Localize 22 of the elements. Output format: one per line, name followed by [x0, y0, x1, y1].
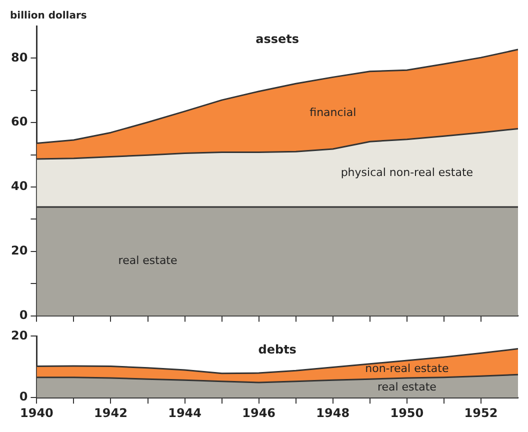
y-tick-label: 20	[10, 244, 28, 258]
y-tick-label: 0	[19, 308, 28, 322]
y-tick-label: 60	[10, 114, 28, 129]
x-tick-label: 1942	[94, 406, 128, 420]
y-tick-label: 80	[10, 50, 28, 64]
series-label: financial	[310, 106, 356, 119]
x-tick-label: 1940	[20, 406, 54, 420]
x-tick-label: 1952	[464, 406, 498, 420]
series-label: real estate	[377, 380, 437, 394]
x-tick-label: 1950	[390, 406, 424, 420]
series-label: physical non-real estate	[340, 166, 474, 180]
text: debts	[258, 342, 296, 356]
y-tick-label: 0	[19, 390, 28, 404]
y-tick-label: 20	[10, 328, 28, 342]
x-tick-label: 1944	[168, 406, 202, 420]
x-tick-label: 1946	[242, 406, 276, 420]
y-axis-title: billion dollars	[10, 10, 87, 22]
series-label: real estate	[118, 254, 178, 268]
x-tick-label: 1948	[316, 406, 350, 420]
text: assets	[256, 32, 300, 46]
series-label: non-real estate	[365, 362, 449, 376]
y-tick-label: 40	[10, 179, 28, 194]
